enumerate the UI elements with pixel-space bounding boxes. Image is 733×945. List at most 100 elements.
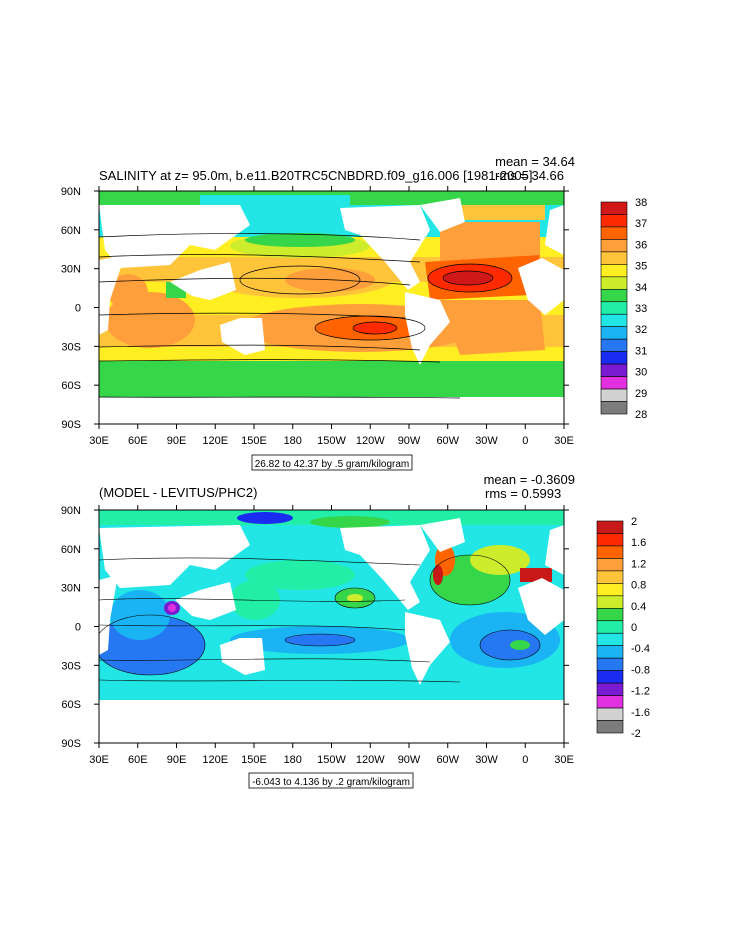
salinity-y-tick-label: 30N	[61, 264, 81, 276]
salinity-x-tick-label: 180	[284, 435, 302, 447]
difference-x-tick-label: 90W	[398, 754, 421, 766]
difference-colorbar-box	[596, 657, 624, 671]
difference-y-tick-label: 60S	[61, 699, 81, 711]
difference-mean: mean = -0.3609	[484, 472, 575, 487]
salinity-colorbar-label: 36	[635, 239, 647, 251]
salinity-colorbar-label: 28	[635, 409, 647, 421]
difference-colorbar-box	[596, 695, 624, 709]
difference-x-tick-label: 60E	[128, 754, 148, 766]
difference-colorbar-box	[596, 645, 624, 659]
salinity-mean: mean = 34.64	[495, 154, 575, 169]
difference-colorbar-box	[596, 670, 624, 684]
difference-colorbar-label: 0.4	[631, 601, 646, 613]
salinity-colorbar-box	[600, 301, 628, 315]
difference-colorbar-box	[596, 607, 624, 622]
difference-colorbar: 2 1.6 1.2 0.8 0.4 0 -0.4 -0.8 -1.2 -1.6 -2	[596, 516, 650, 740]
salinity-colorbar-box	[600, 251, 628, 265]
salinity-colorbar-box	[600, 226, 628, 240]
salinity-colorbar-box	[600, 201, 628, 215]
salinity-colorbar-label: 31	[635, 345, 647, 357]
difference-x-tick-label: 120W	[356, 754, 385, 766]
salinity-colorbar-box	[600, 363, 628, 377]
difference-colorbar-label: -1.6	[631, 707, 650, 719]
difference-title: (MODEL - LEVITUS/PHC2)	[99, 485, 257, 500]
salinity-colorbar-box	[600, 401, 628, 415]
difference-x-tick-label: 60W	[436, 754, 459, 766]
salinity-x-tick-label: 90W	[398, 435, 421, 447]
salinity-colorbar-box	[600, 351, 628, 365]
salinity-x-tick-label: 120W	[356, 435, 385, 447]
salinity-colorbar-label: 34	[635, 282, 647, 294]
difference-x-tick-label: 150E	[241, 754, 267, 766]
difference-y-tick-label: 60N	[61, 544, 81, 556]
salinity-colorbar-box	[600, 326, 628, 340]
salinity-x-tick-label: 30E	[554, 435, 574, 447]
salinity-colorbar-label: 30	[635, 367, 647, 379]
panel-salinity: 30E 60E 90E 120E 150E 180 150W 120W 90W 60W 30W 0 30…	[61, 154, 647, 471]
difference-x-tick-label: 30E	[554, 754, 574, 766]
salinity-contour-info: 26.82 to 42.37 by .5 gram/kilogram	[255, 459, 410, 470]
difference-rms: rms = 0.5993	[485, 486, 561, 501]
salinity-colorbar-label: 29	[635, 388, 647, 400]
difference-x-tick-label: 150W	[317, 754, 346, 766]
salinity-colorbar-label: 32	[635, 324, 647, 336]
salinity-colorbar-box	[600, 338, 628, 352]
difference-colorbar-label: 1.2	[631, 558, 646, 570]
salinity-colorbar-box	[600, 288, 628, 303]
salinity-y-tick-label: 60S	[61, 380, 81, 392]
salinity-colorbar: 38 37 36 35 34 33 32 31 30 29 28	[600, 197, 647, 421]
difference-colorbar-box	[596, 682, 624, 696]
salinity-rms: rms = 34.66	[495, 168, 564, 183]
difference-y-tick-label: 30N	[61, 583, 81, 595]
difference-x-tick-label: 120E	[202, 754, 228, 766]
salinity-y-tick-label: 60N	[61, 225, 81, 237]
difference-colorbar-box	[596, 583, 624, 597]
salinity-colorbar-box	[600, 264, 628, 278]
salinity-y-tick-label: 90N	[61, 186, 81, 198]
salinity-colorbar-box	[600, 214, 628, 228]
difference-contour-info-box	[248, 772, 414, 789]
difference-colorbar-box	[596, 595, 624, 609]
salinity-x-tick-label: 90E	[167, 435, 187, 447]
salinity-y-tick-label: 30S	[61, 341, 81, 353]
salinity-x-tick-label: 0	[522, 435, 528, 447]
difference-x-tick-label: 0	[522, 754, 528, 766]
difference-map	[99, 510, 564, 743]
difference-colorbar-box	[596, 545, 624, 559]
salinity-x-tick-label: 60E	[128, 435, 148, 447]
salinity-colorbar-box	[600, 276, 628, 290]
difference-colorbar-box	[596, 632, 624, 647]
difference-colorbar-box	[596, 707, 624, 721]
difference-colorbar-label: 1.6	[631, 537, 646, 549]
difference-colorbar-box	[596, 720, 624, 734]
salinity-x-tick-label: 120E	[202, 435, 228, 447]
difference-axes: 30E 60E 90E 120E 150E 180 150W 120W 90W 60W 30W 0 30…	[61, 505, 574, 766]
salinity-map	[99, 191, 564, 424]
salinity-y-tick-label: 0	[75, 303, 81, 315]
difference-y-tick-label: 0	[75, 622, 81, 634]
difference-colorbar-label: 2	[631, 516, 637, 528]
difference-colorbar-box	[596, 520, 624, 534]
difference-colorbar-label: -0.4	[631, 643, 650, 655]
salinity-colorbar-label: 35	[635, 261, 647, 273]
difference-x-tick-label: 30W	[475, 754, 498, 766]
salinity-colorbar-box	[600, 313, 628, 328]
salinity-x-tick-label: 30E	[89, 435, 109, 447]
salinity-x-tick-label: 60W	[436, 435, 459, 447]
salinity-title: SALINITY at z= 95.0m, b.e11.B20TRC5CNBDR…	[99, 168, 532, 183]
difference-colorbar-box	[596, 558, 624, 572]
salinity-colorbar-box	[600, 239, 628, 253]
salinity-y-tick-label: 90S	[61, 419, 81, 431]
difference-colorbar-label: 0.8	[631, 580, 646, 592]
salinity-x-tick-label: 30W	[475, 435, 498, 447]
salinity-colorbar-box	[600, 376, 628, 390]
difference-colorbar-label: 0	[631, 622, 637, 634]
difference-y-tick-label: 30S	[61, 660, 81, 672]
panel-difference: 30E 60E 90E 120E 150E 180 150W 120W 90W 60W 30W 0 30…	[61, 472, 650, 789]
difference-colorbar-box	[596, 533, 624, 547]
difference-colorbar-box	[596, 620, 624, 634]
difference-y-tick-label: 90S	[61, 738, 81, 750]
salinity-colorbar-label: 37	[635, 218, 647, 230]
salinity-colorbar-label: 33	[635, 303, 647, 315]
difference-x-tick-label: 90E	[167, 754, 187, 766]
